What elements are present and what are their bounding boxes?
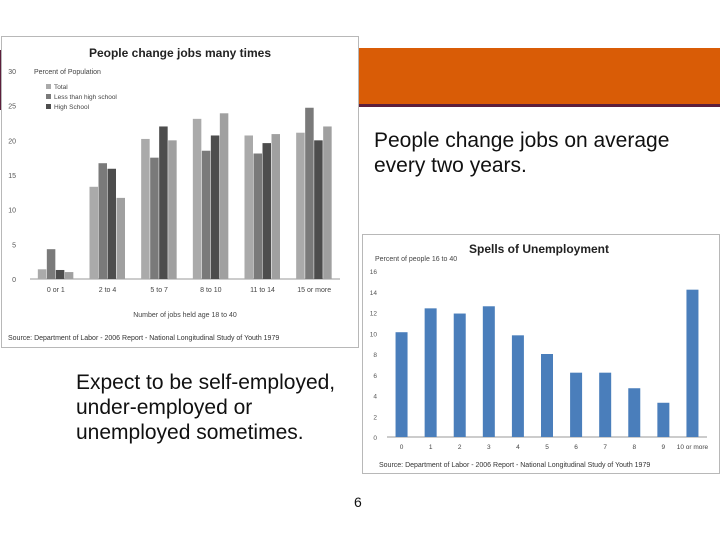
jobs-bar	[262, 143, 271, 279]
unemployment-bar	[453, 313, 466, 437]
jobs-bar	[314, 140, 323, 279]
jobs-bar	[107, 168, 116, 279]
unemployment-y-tick-label: 10	[370, 331, 378, 338]
jobs-legend-swatch	[46, 94, 51, 99]
jobs-y-tick-label: 15	[8, 173, 16, 180]
jobs-bar	[168, 140, 177, 279]
jobs-legend-swatch	[46, 84, 51, 89]
jobs-x-tick-label: 15 or more	[297, 287, 331, 294]
jobs-legend-label: Less than high school	[54, 94, 117, 101]
jobs-chart-source: Source: Department of Labor - 2006 Repor…	[8, 335, 279, 342]
unemployment-y-tick-label: 8	[373, 352, 377, 359]
jobs-bar	[323, 126, 332, 279]
jobs-bar	[141, 138, 150, 279]
unemployment-bar	[628, 388, 641, 437]
jobs-x-tick-label: 0 or 1	[47, 287, 65, 294]
jobs-y-tick-label: 20	[8, 138, 16, 145]
jobs-bar	[64, 272, 74, 279]
unemployment-x-tick-label: 0	[400, 444, 404, 451]
unemployment-x-tick-label: 3	[487, 444, 491, 451]
jobs-legend-label: Total	[54, 84, 68, 91]
unemployment-y-tick-label: 16	[370, 269, 378, 276]
jobs-bar	[98, 163, 107, 279]
unemployment-y-tick-label: 2	[373, 414, 377, 421]
unemployment-x-tick-label: 4	[516, 444, 520, 451]
jobs-x-tick-label: 2 to 4	[99, 287, 117, 294]
jobs-bar	[305, 107, 314, 279]
header-accent-line	[358, 104, 720, 107]
jobs-bar	[271, 134, 280, 279]
unemployment-x-tick-label: 5	[545, 444, 549, 451]
jobs-bar	[116, 197, 125, 279]
unemployment-y-tick-label: 14	[370, 290, 378, 297]
jobs-chart: People change jobs many times Percent of …	[1, 36, 359, 348]
jobs-bar	[219, 113, 229, 279]
jobs-legend-label: High School	[54, 104, 90, 111]
unemployment-bar	[424, 308, 437, 437]
unemployment-bar	[686, 289, 699, 437]
jobs-chart-title: People change jobs many times	[89, 46, 271, 60]
jobs-bar	[46, 249, 56, 279]
jobs-y-tick-label: 25	[8, 104, 16, 111]
unemployment-x-tick-label: 7	[603, 444, 607, 451]
unemployment-chart-source: Source: Department of Labor - 2006 Repor…	[379, 462, 650, 469]
jobs-bar	[159, 126, 168, 279]
jobs-chart-ylabel: Percent of Population	[34, 69, 101, 76]
jobs-x-tick-label: 11 to 14	[250, 287, 275, 294]
jobs-bar	[37, 269, 47, 279]
unemployment-bar	[511, 335, 524, 437]
jobs-legend-swatch	[46, 104, 51, 109]
unemployment-chart-ylabel: Percent of people 16 to 40	[375, 256, 457, 263]
unemployment-x-tick-label: 9	[662, 444, 666, 451]
jobs-bar	[296, 132, 305, 279]
unemployment-bar	[657, 402, 670, 437]
jobs-bar	[192, 118, 202, 279]
jobs-bar	[253, 153, 262, 279]
jobs-y-tick-label: 5	[12, 242, 16, 249]
unemployment-x-tick-label: 8	[632, 444, 636, 451]
jobs-bar	[55, 269, 65, 279]
jobs-bar	[244, 135, 253, 279]
jobs-bar	[201, 150, 211, 279]
unemployment-bar	[599, 372, 612, 437]
unemployment-x-tick-label: 6	[574, 444, 578, 451]
unemployment-x-tick-label: 10 or more	[677, 444, 709, 451]
unemployment-x-tick-label: 2	[458, 444, 462, 451]
unemployment-chart-svg: Spells of Unemployment Percent of people …	[370, 242, 709, 469]
unemployment-bar	[541, 354, 553, 437]
jobs-y-tick-label: 30	[8, 69, 16, 76]
unemployment-x-tick-label: 1	[429, 444, 433, 451]
header-accent-bar	[358, 48, 720, 104]
unemployment-bar	[395, 332, 408, 437]
jobs-x-tick-label: 5 to 7	[150, 287, 168, 294]
page-number: 6	[354, 494, 362, 510]
jobs-x-tick-label: 8 to 10	[200, 287, 222, 294]
unemployment-bar	[570, 372, 583, 437]
unemployment-y-tick-label: 6	[373, 373, 377, 380]
slide-text-job-change: People change jobs on average every two …	[374, 129, 670, 177]
jobs-chart-svg: People change jobs many times Percent of …	[8, 46, 340, 342]
jobs-bar	[89, 186, 98, 279]
slide-text-employment: Expect to be self-employed, under-employ…	[76, 371, 336, 444]
unemployment-y-tick-label: 4	[373, 394, 377, 401]
jobs-y-tick-label: 10	[8, 208, 16, 215]
unemployment-bar	[482, 306, 495, 437]
unemployment-chart-title: Spells of Unemployment	[469, 242, 609, 256]
unemployment-y-tick-label: 0	[373, 435, 377, 442]
jobs-chart-xlabel: Number of jobs held age 18 to 40	[133, 312, 237, 319]
jobs-bar	[150, 157, 159, 279]
unemployment-y-tick-label: 12	[370, 311, 378, 318]
jobs-bar	[210, 135, 220, 279]
jobs-y-tick-label: 0	[12, 277, 16, 284]
unemployment-chart: Spells of Unemployment Percent of people …	[362, 234, 720, 474]
